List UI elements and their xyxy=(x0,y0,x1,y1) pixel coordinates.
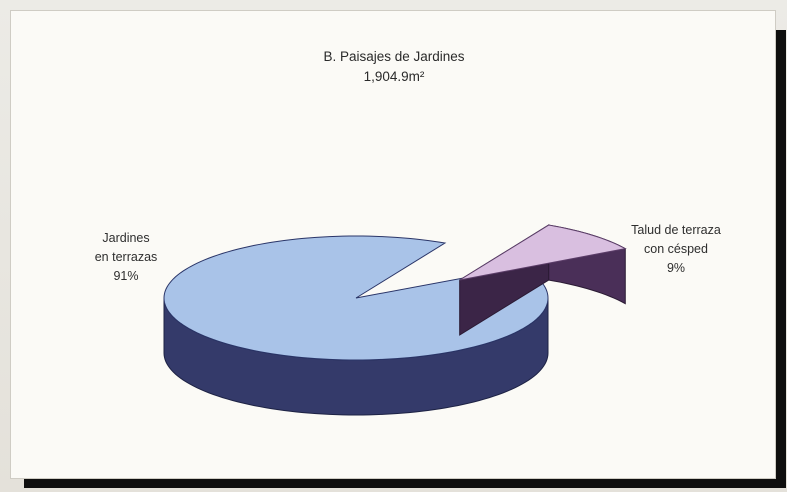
chart-subtitle: 1,904.9m² xyxy=(363,69,425,84)
slice-label-talud: Talud de terraza con césped 9% xyxy=(601,221,751,278)
chart-title: B. Paisajes de Jardines xyxy=(323,49,465,64)
slice-top-jardines xyxy=(163,235,549,361)
slice-top-talud xyxy=(459,224,627,281)
slice-label-jardines-line1: Jardines xyxy=(102,231,150,245)
slice-label-talud-line2: con césped xyxy=(644,242,708,256)
slice-label-jardines-line2: en terrazas xyxy=(94,250,158,264)
slice-label-jardines-pct: 91% xyxy=(113,269,139,283)
pie-chart xyxy=(163,224,627,416)
chart-card: B. Paisajes de Jardines 1,904.9m² Jardin… xyxy=(10,10,776,479)
slice-label-talud-pct: 9% xyxy=(666,261,686,275)
slice-label-talud-line1: Talud de terraza xyxy=(631,223,721,237)
slice-label-jardines: Jardines en terrazas 91% xyxy=(66,229,186,286)
